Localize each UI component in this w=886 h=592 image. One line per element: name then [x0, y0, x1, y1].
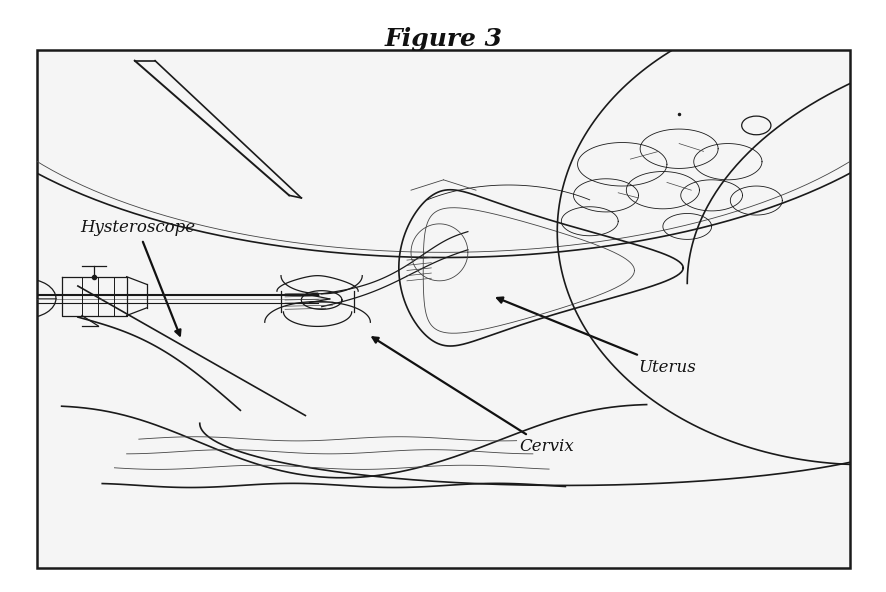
Text: Uterus: Uterus [497, 298, 696, 375]
Text: Cervix: Cervix [372, 337, 573, 455]
Text: Hysteroscope: Hysteroscope [80, 220, 195, 336]
Bar [37, 50, 849, 568]
Text: Figure 3: Figure 3 [384, 27, 502, 51]
